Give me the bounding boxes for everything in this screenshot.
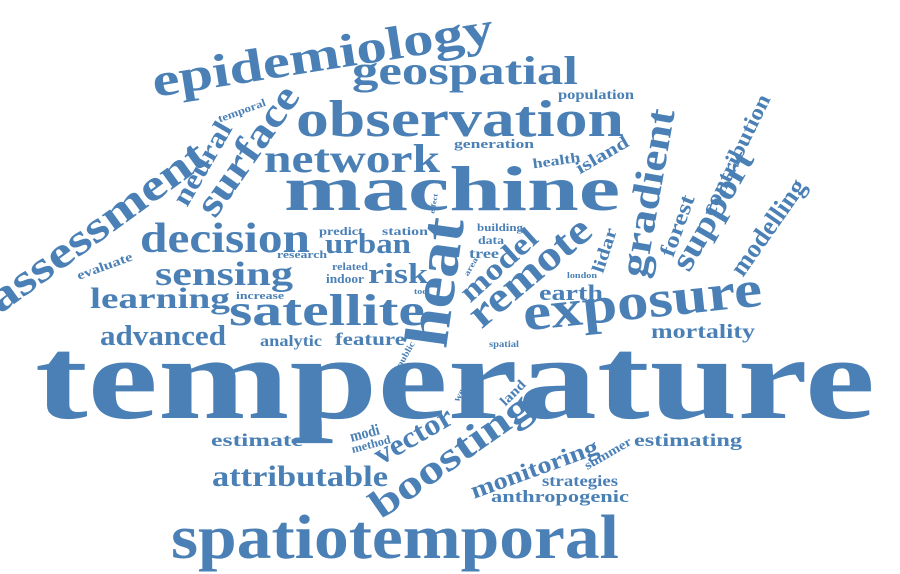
word-tree: tree (469, 247, 499, 262)
word-earth: earth (539, 280, 603, 305)
word-health: health (532, 151, 582, 173)
word-advanced: advanced (100, 321, 226, 352)
word-increase: increase (236, 290, 284, 302)
word-population: population (558, 88, 634, 103)
word-spatial: spatial (489, 339, 520, 349)
word-satellite: satellite (229, 286, 425, 335)
word-related: related (332, 262, 369, 273)
word-tool: tool (414, 287, 431, 296)
word-sensing: sensing (155, 256, 293, 293)
word-research: research (277, 249, 327, 261)
word-urban: urban (325, 229, 411, 260)
word-station: station (382, 224, 428, 238)
word-estimating: estimating (634, 430, 742, 450)
word-network: network (264, 136, 441, 181)
word-analytic: analytic (260, 333, 322, 350)
word-decision: decision (140, 216, 310, 262)
word-attributable: attributable (212, 460, 388, 493)
word-observation: observation (296, 91, 624, 148)
word-risk: risk (368, 259, 429, 290)
word-estimate: estimate (211, 430, 303, 450)
word-temperature: temperature (35, 313, 875, 444)
word-data: data (478, 233, 504, 247)
word-generation: generation (454, 136, 535, 151)
word-effect: effect (428, 192, 439, 214)
word-london: london (567, 271, 598, 280)
word-spatiotemporal: spatiotemporal (171, 504, 619, 572)
word-strategies: strategies (542, 473, 618, 490)
word-feature: feature (335, 329, 405, 349)
word-indoor: indoor (326, 271, 364, 286)
word-building: building (477, 222, 524, 234)
word-machine: machine (284, 153, 620, 224)
word-mortality: mortality (651, 321, 755, 343)
word-learning: learning (90, 282, 230, 315)
word-geospatial: geospatial (352, 48, 578, 93)
word-predict: predict (319, 224, 363, 238)
word-anthropogenic: anthropogenic (491, 487, 630, 506)
